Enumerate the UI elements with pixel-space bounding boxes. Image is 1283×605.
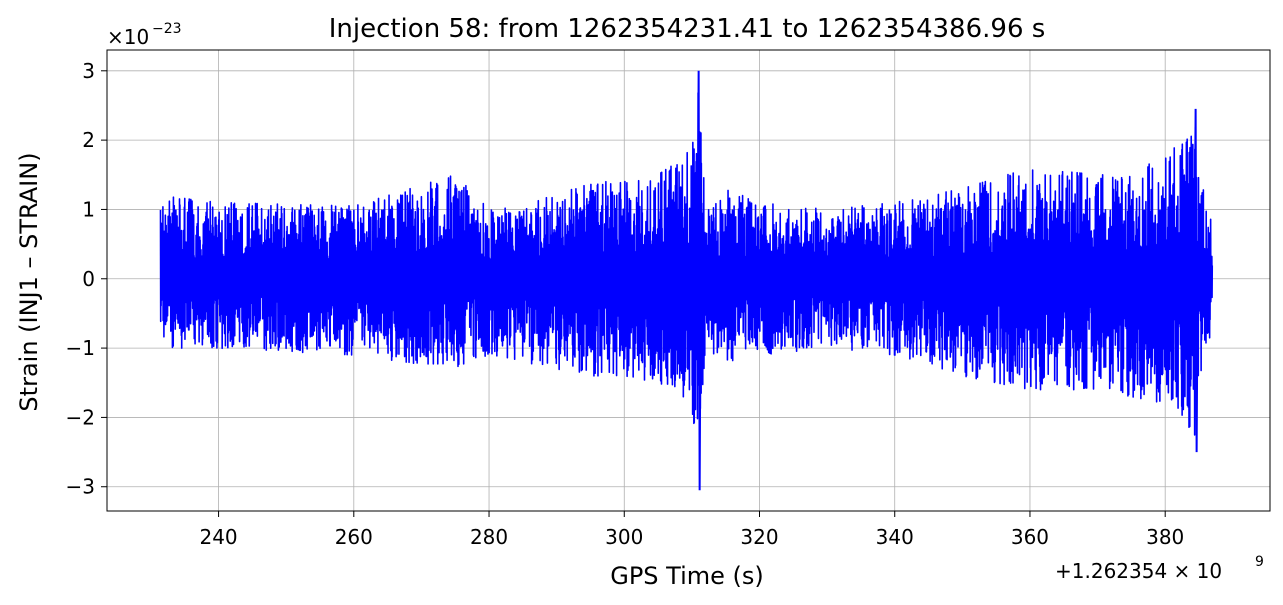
axes-frame	[106, 49, 1271, 512]
y-tick-label: −3	[66, 475, 95, 499]
y-scale-base: ×10	[107, 25, 149, 49]
x-tick-label: 260	[335, 525, 373, 549]
x-offset-exponent: 9	[1255, 554, 1264, 570]
x-tick-label: 360	[1011, 525, 1049, 549]
y-scale-multiplier: ×10 −23	[107, 21, 182, 49]
y-tick-label: 3	[82, 59, 95, 83]
y-tick-label: −1	[66, 336, 95, 360]
y-tick-label: 2	[82, 128, 95, 152]
y-tick-label: −2	[66, 405, 95, 429]
x-axis-label: GPS Time (s)	[610, 562, 764, 590]
chart-title: Injection 58: from 1262354231.41 to 1262…	[329, 14, 1046, 44]
x-tick-label: 300	[605, 525, 643, 549]
x-tick-label: 320	[740, 525, 778, 549]
y-tick-label: 1	[82, 197, 95, 221]
x-tick-label: 340	[876, 525, 914, 549]
x-offset-base: +1.262354 × 10	[1055, 559, 1222, 583]
plot-area	[159, 70, 1214, 491]
strain-series-line	[159, 92, 1214, 436]
strain-series-late-peak	[1193, 108, 1199, 453]
y-axis-ticks: −3 −2 −1 0 1 2 3	[66, 59, 107, 499]
strain-series-peak	[696, 70, 702, 491]
y-axis-label: Strain (INJ1 – STRAIN)	[15, 152, 43, 411]
y-scale-exponent: −23	[152, 21, 182, 37]
y-tick-label: 0	[82, 267, 95, 291]
x-axis-ticks: 240 260 280 300 320 340 360 380	[199, 511, 1184, 549]
x-offset-label: +1.262354 × 10 9	[1055, 554, 1264, 583]
x-tick-label: 240	[199, 525, 237, 549]
x-tick-label: 280	[470, 525, 508, 549]
x-tick-label: 380	[1146, 525, 1184, 549]
